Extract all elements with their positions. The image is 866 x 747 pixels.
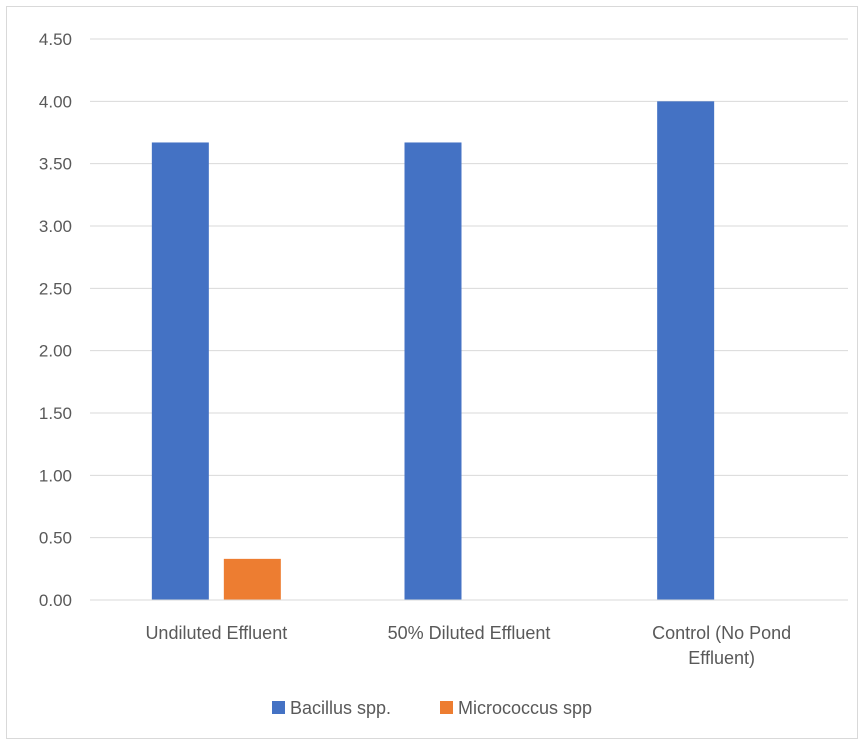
bar-micrococcus	[223, 558, 281, 600]
y-tick-label: 1.00	[39, 466, 72, 485]
gridlines	[90, 38, 848, 539]
bar-bacillus	[404, 142, 462, 600]
x-tick-label: 50% Diluted Effluent	[388, 623, 551, 643]
bar-bacillus	[657, 101, 715, 600]
x-axis-tick-labels: Undiluted Effluent 50% Diluted Effluent Co…	[145, 623, 791, 668]
y-tick-label: 3.00	[39, 217, 72, 236]
y-axis-tick-labels: 0.00 0.50 1.00 1.50 2.00 2.50 3.00 3.50 4.00 4.50	[39, 30, 72, 610]
y-tick-label: 3.50	[39, 155, 72, 174]
x-tick-label: Control (No Pond	[652, 623, 791, 643]
y-tick-label: 2.50	[39, 279, 72, 298]
x-tick-label: Effluent)	[688, 648, 755, 668]
y-tick-label: 0.00	[39, 591, 72, 610]
legend-label: Bacillus spp.	[290, 698, 391, 718]
y-tick-label: 4.50	[39, 30, 72, 49]
legend-label: Micrococcus spp	[458, 698, 592, 718]
legend-swatch	[440, 701, 453, 714]
legend: Bacillus spp. Micrococcus spp	[272, 698, 592, 718]
bar-bacillus	[151, 142, 209, 600]
y-tick-label: 4.00	[39, 92, 72, 111]
y-tick-label: 0.50	[39, 529, 72, 548]
y-tick-label: 2.00	[39, 342, 72, 361]
y-tick-label: 1.50	[39, 404, 72, 423]
x-tick-label: Undiluted Effluent	[145, 623, 287, 643]
bars	[151, 101, 715, 600]
legend-swatch	[272, 701, 285, 714]
